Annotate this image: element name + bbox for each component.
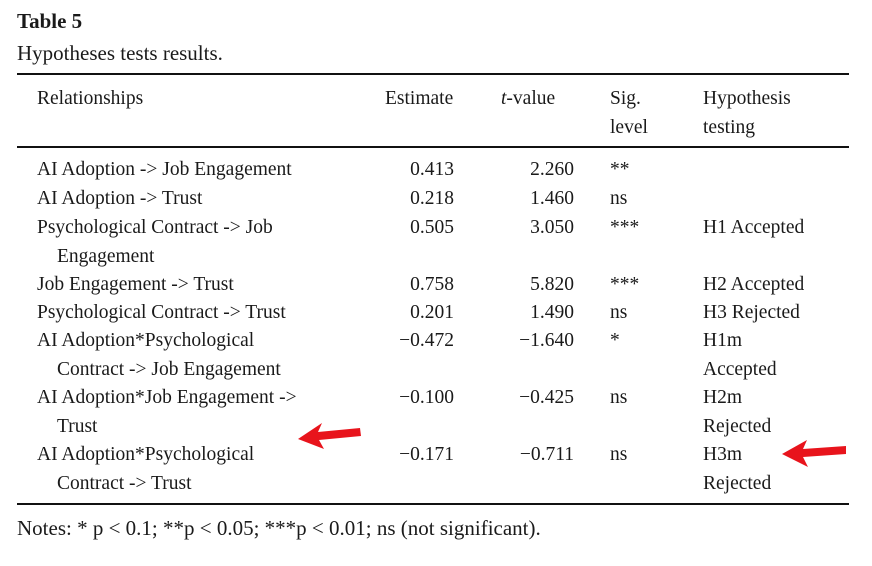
table-header-rule (17, 146, 849, 148)
header-relationships: Relationships (37, 88, 144, 109)
row-5-hypothesis: H3 Rejected (703, 302, 800, 323)
row-1-estimate: 0.413 (410, 159, 454, 180)
header-tvalue: t-value (501, 84, 555, 113)
row-8-relationship: AI Adoption*Psychological (37, 444, 255, 465)
row-3-relationship: Psychological Contract -> Job (37, 217, 273, 238)
row-7-relationship-cont: Trust (57, 416, 98, 437)
row-4-relationship: Job Engagement -> Trust (37, 274, 234, 295)
row-4-tvalue: 5.820 (530, 274, 574, 295)
arrow-left-shape (298, 423, 361, 449)
row-1-sig-level: ** (610, 159, 630, 180)
row-7-sig-level: ns (610, 387, 628, 408)
row-3-tvalue: 3.050 (530, 217, 574, 238)
row-8-estimate: −0.171 (399, 444, 454, 465)
red-arrow-left-icon (298, 423, 361, 449)
arrow-left-shape (782, 440, 846, 467)
row-7-hypothesis-cont: Rejected (703, 416, 772, 437)
row-6-estimate: −0.472 (399, 330, 454, 351)
row-5-sig-level: ns (610, 302, 628, 323)
row-8-relationship-cont: Contract -> Trust (57, 473, 192, 494)
row-3-sig-level: *** (610, 217, 640, 238)
row-4-sig-level: *** (610, 274, 640, 295)
row-8-hypothesis-cont: Rejected (703, 473, 772, 494)
row-2-relationship: AI Adoption -> Trust (37, 188, 203, 209)
row-3-relationship-cont: Engagement (57, 246, 155, 267)
row-8-hypothesis: H3m (703, 444, 742, 465)
row-7-relationship: AI Adoption*Job Engagement -> (37, 387, 297, 408)
red-arrow-left-icon (782, 440, 846, 467)
table-top-rule (17, 73, 849, 75)
row-7-hypothesis: H2m (703, 387, 742, 408)
row-7-tvalue: −0.425 (519, 387, 574, 408)
row-2-sig-level: ns (610, 188, 628, 209)
row-7-estimate: −0.100 (399, 387, 454, 408)
row-6-hypothesis-cont: Accepted (703, 359, 777, 380)
row-6-tvalue: −1.640 (519, 330, 574, 351)
table-notes: Notes: * p < 0.1; **p < 0.05; ***p < 0.0… (17, 516, 541, 540)
header-hypothesis-testing: Hypothesis testing (703, 88, 791, 138)
row-3-hypothesis: H1 Accepted (703, 217, 805, 238)
table-caption: Hypotheses tests results. (17, 41, 223, 65)
table-bottom-rule (17, 503, 849, 505)
row-6-sig-level: * (610, 330, 620, 351)
row-2-estimate: 0.218 (410, 188, 454, 209)
row-6-relationship-cont: Contract -> Job Engagement (57, 359, 281, 380)
row-1-relationship: AI Adoption -> Job Engagement (37, 159, 292, 180)
table-label: Table 5 (17, 9, 83, 33)
row-4-estimate: 0.758 (410, 274, 454, 295)
header-estimate: Estimate (385, 88, 454, 109)
row-6-hypothesis: H1m (703, 330, 742, 351)
row-8-sig-level: ns (610, 444, 628, 465)
row-5-relationship: Psychological Contract -> Trust (37, 302, 286, 323)
row-3-estimate: 0.505 (410, 217, 454, 238)
row-8-tvalue: −0.711 (519, 444, 574, 465)
header-sig-level: Sig. level (610, 88, 648, 138)
header-tvalue-t: t (501, 88, 507, 109)
row-4-hypothesis: H2 Accepted (703, 274, 805, 295)
row-2-tvalue: 1.460 (530, 188, 574, 209)
row-5-tvalue: 1.490 (530, 302, 574, 323)
row-5-estimate: 0.201 (410, 302, 454, 323)
header-tvalue-suffix: -value (506, 88, 556, 109)
row-1-tvalue: 2.260 (530, 159, 574, 180)
row-6-relationship: AI Adoption*Psychological (37, 330, 255, 351)
